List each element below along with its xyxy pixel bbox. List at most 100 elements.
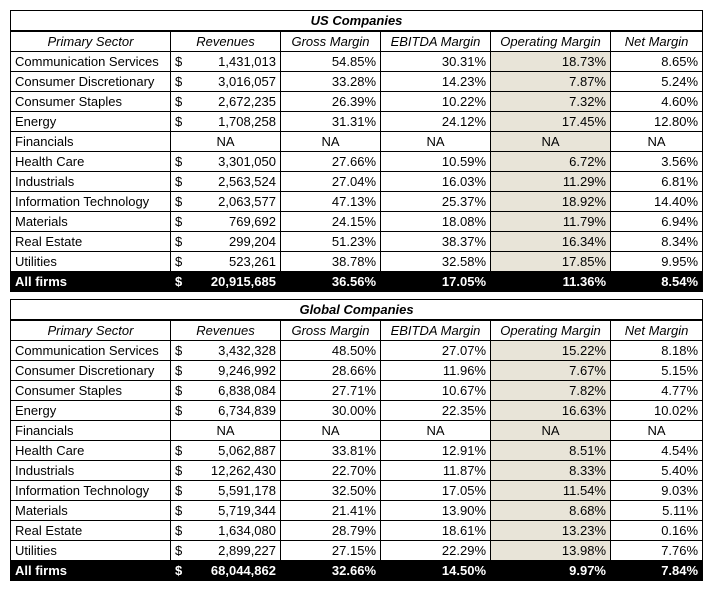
net-margin-cell: 5.40% (611, 461, 703, 481)
total-revenue: $68,044,862 (171, 561, 281, 581)
table-row: Information Technology$2,063,57747.13%25… (11, 192, 703, 212)
gross-margin-cell: 47.13% (281, 192, 381, 212)
gross-margin-cell: 38.78% (281, 252, 381, 272)
net-margin-cell: 14.40% (611, 192, 703, 212)
operating-margin-cell: 11.29% (491, 172, 611, 192)
table-row: Health Care$5,062,88733.81%12.91%8.51%4.… (11, 441, 703, 461)
total-operating-margin: 9.97% (491, 561, 611, 581)
column-header: Net Margin (611, 320, 703, 341)
table-row: Real Estate$1,634,08028.79%18.61%13.23%0… (11, 521, 703, 541)
operating-margin-cell: NA (491, 132, 611, 152)
revenue-cell: $5,062,887 (171, 441, 281, 461)
net-margin-cell: 5.11% (611, 501, 703, 521)
operating-margin-cell: NA (491, 421, 611, 441)
net-margin-cell: 12.80% (611, 112, 703, 132)
net-margin-cell: 8.34% (611, 232, 703, 252)
revenue-cell: $769,692 (171, 212, 281, 232)
column-header: Revenues (171, 31, 281, 52)
gross-margin-cell: 28.79% (281, 521, 381, 541)
margins-table: US CompaniesPrimary SectorRevenuesGross … (10, 10, 703, 581)
revenue-cell: $9,246,992 (171, 361, 281, 381)
net-margin-cell: 5.24% (611, 72, 703, 92)
operating-margin-cell: 16.34% (491, 232, 611, 252)
operating-margin-cell: 11.79% (491, 212, 611, 232)
revenue-cell: $5,719,344 (171, 501, 281, 521)
ebitda-margin-cell: 10.22% (381, 92, 491, 112)
table-row: Consumer Discretionary$9,246,99228.66%11… (11, 361, 703, 381)
ebitda-margin-cell: 10.59% (381, 152, 491, 172)
total-ebitda-margin: 17.05% (381, 272, 491, 292)
operating-margin-cell: 18.92% (491, 192, 611, 212)
revenue-cell: $12,262,430 (171, 461, 281, 481)
sector-cell: Consumer Staples (11, 381, 171, 401)
table-row: FinancialsNANANANANA (11, 132, 703, 152)
net-margin-cell: NA (611, 132, 703, 152)
table-row: Consumer Staples$2,672,23526.39%10.22%7.… (11, 92, 703, 112)
gross-margin-cell: 30.00% (281, 401, 381, 421)
net-margin-cell: 4.54% (611, 441, 703, 461)
operating-margin-cell: 7.32% (491, 92, 611, 112)
revenue-cell: $3,432,328 (171, 341, 281, 361)
gross-margin-cell: NA (281, 421, 381, 441)
sector-cell: Information Technology (11, 481, 171, 501)
table-row: Industrials$2,563,52427.04%16.03%11.29%6… (11, 172, 703, 192)
ebitda-margin-cell: 11.96% (381, 361, 491, 381)
operating-margin-cell: 7.82% (491, 381, 611, 401)
gross-margin-cell: NA (281, 132, 381, 152)
sector-cell: Materials (11, 212, 171, 232)
total-gross-margin: 32.66% (281, 561, 381, 581)
sector-cell: Industrials (11, 461, 171, 481)
operating-margin-cell: 17.45% (491, 112, 611, 132)
revenue-cell: $2,063,577 (171, 192, 281, 212)
sector-cell: Consumer Staples (11, 92, 171, 112)
table-row: Industrials$12,262,43022.70%11.87%8.33%5… (11, 461, 703, 481)
sector-cell: Information Technology (11, 192, 171, 212)
ebitda-margin-cell: 13.90% (381, 501, 491, 521)
net-margin-cell: 8.18% (611, 341, 703, 361)
net-margin-cell: NA (611, 421, 703, 441)
net-margin-cell: 6.81% (611, 172, 703, 192)
sector-cell: Communication Services (11, 341, 171, 361)
operating-margin-cell: 17.85% (491, 252, 611, 272)
total-label: All firms (11, 272, 171, 292)
revenue-cell: $5,591,178 (171, 481, 281, 501)
operating-margin-cell: 15.22% (491, 341, 611, 361)
operating-margin-cell: 11.54% (491, 481, 611, 501)
gross-margin-cell: 27.15% (281, 541, 381, 561)
gross-margin-cell: 22.70% (281, 461, 381, 481)
gross-margin-cell: 24.15% (281, 212, 381, 232)
operating-margin-cell: 13.98% (491, 541, 611, 561)
gross-margin-cell: 33.28% (281, 72, 381, 92)
ebitda-margin-cell: 11.87% (381, 461, 491, 481)
ebitda-margin-cell: 18.08% (381, 212, 491, 232)
sector-cell: Real Estate (11, 521, 171, 541)
operating-margin-cell: 8.68% (491, 501, 611, 521)
net-margin-cell: 10.02% (611, 401, 703, 421)
column-header: Operating Margin (491, 31, 611, 52)
table-row: Real Estate$299,20451.23%38.37%16.34%8.3… (11, 232, 703, 252)
revenue-cell: NA (171, 132, 281, 152)
sector-cell: Materials (11, 501, 171, 521)
operating-margin-cell: 18.73% (491, 52, 611, 72)
total-gross-margin: 36.56% (281, 272, 381, 292)
gross-margin-cell: 48.50% (281, 341, 381, 361)
revenue-cell: $523,261 (171, 252, 281, 272)
ebitda-margin-cell: 22.35% (381, 401, 491, 421)
sector-cell: Financials (11, 132, 171, 152)
operating-margin-cell: 16.63% (491, 401, 611, 421)
column-header: Primary Sector (11, 31, 171, 52)
net-margin-cell: 7.76% (611, 541, 703, 561)
gross-margin-cell: 54.85% (281, 52, 381, 72)
column-header: Net Margin (611, 31, 703, 52)
net-margin-cell: 3.56% (611, 152, 703, 172)
total-ebitda-margin: 14.50% (381, 561, 491, 581)
total-net-margin: 7.84% (611, 561, 703, 581)
sector-cell: Health Care (11, 152, 171, 172)
ebitda-margin-cell: 18.61% (381, 521, 491, 541)
total-revenue: $20,915,685 (171, 272, 281, 292)
table-row: Information Technology$5,591,17832.50%17… (11, 481, 703, 501)
net-margin-cell: 5.15% (611, 361, 703, 381)
ebitda-margin-cell: 22.29% (381, 541, 491, 561)
column-header: Primary Sector (11, 320, 171, 341)
table-title: US Companies (11, 11, 703, 32)
